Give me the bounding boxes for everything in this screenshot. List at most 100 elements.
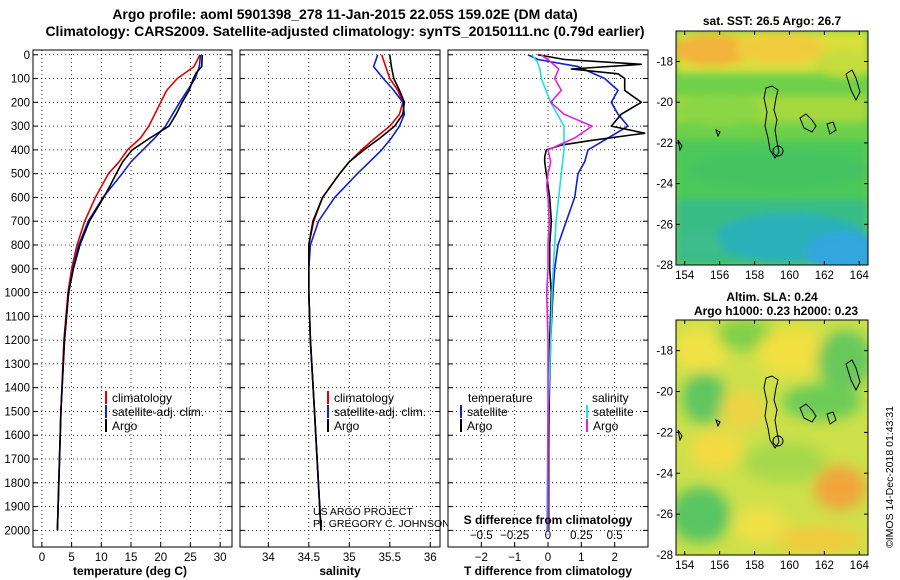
x-tick-label: 25: [184, 552, 197, 564]
salinity-axes-frame: [239, 49, 441, 548]
map-y-tick-label: -28: [656, 550, 673, 562]
s-tick-label: 0.5: [607, 530, 623, 542]
x-tick-label: 10: [95, 552, 108, 564]
y-tick-label: 500: [11, 169, 30, 181]
difference-xlabel-temperature: T difference from climatology: [464, 564, 632, 578]
legend-label-climatology: climatology: [334, 391, 394, 405]
map-x-tick-label: 156: [710, 270, 729, 282]
temperature-xlabel: temperature (deg C): [73, 564, 187, 578]
x-tick-label: 35.5: [379, 552, 401, 564]
legend-label-t-satellite: satellite: [467, 405, 508, 419]
x-tick-label: 15: [125, 552, 138, 564]
s-tick-label: 0.25: [570, 530, 592, 542]
series-line-argo: [307, 54, 406, 531]
imos-watermark: ©IMOS 14-Dec-2018 01:43:31: [884, 406, 896, 548]
difference-xlabel-salinity: S difference from climatology: [464, 513, 633, 527]
x-tick-label: −2: [475, 552, 488, 564]
series-line-t-argo: [537, 54, 646, 531]
y-tick-label: 1900: [4, 502, 30, 514]
map-x-tick-label: 164: [850, 270, 870, 282]
credit-pi: PI: GREGORY C. JOHNSON: [313, 518, 450, 530]
legend-label-s-satellite: satellite: [593, 405, 634, 419]
y-tick-label: 1300: [4, 359, 30, 371]
map-x-tick-label: 160: [780, 560, 799, 572]
legend-label-t-argo: Argo: [467, 419, 493, 433]
sla-map-title1: Altim. SLA: 0.24: [726, 290, 818, 304]
y-tick-label: 1500: [4, 406, 30, 418]
y-tick-label: 300: [11, 121, 30, 133]
map-y-tick-label: -22: [656, 138, 673, 150]
map-y-tick-label: -18: [656, 57, 673, 69]
map-x-tick-label: 162: [815, 560, 834, 572]
figure-title-line1: Argo profile: aoml 5901398_278 11-Jan-20…: [112, 6, 577, 22]
series-line-t-satellite: [527, 54, 629, 531]
map-y-tick-label: -28: [656, 260, 673, 272]
legend-label-argo: Argo: [112, 419, 138, 433]
temperature-legend: climatology satellite-adj. clim. Argo: [105, 391, 204, 433]
coastline-new-caledonia-sla: [677, 359, 861, 449]
difference-legend-salinity: salinity satellite Argo: [586, 391, 634, 433]
x-tick-label: 0: [545, 552, 551, 564]
x-tick-label: 34: [262, 552, 275, 564]
sla-map-field: [676, 320, 868, 555]
legend-title-salinity: salinity: [592, 391, 629, 405]
map-y-tick-label: -24: [656, 179, 673, 191]
series-line-s-argo: [540, 54, 593, 531]
legend-title-temperature: temperature: [468, 391, 533, 405]
legend-label-argo: Argo: [334, 419, 360, 433]
legend-label-climatology: climatology: [112, 391, 172, 405]
x-tick-label: 0: [39, 552, 45, 564]
x-tick-label: 34.5: [298, 552, 320, 564]
y-tick-label: 600: [11, 192, 30, 204]
y-tick-label: 900: [11, 264, 30, 276]
series-line-s-satellite: [531, 54, 565, 531]
map-x-tick-label: 154: [675, 270, 695, 282]
x-tick-label: 2: [611, 552, 617, 564]
x-tick-label: 1: [578, 552, 584, 564]
y-tick-label: 200: [11, 97, 30, 109]
map-x-tick-label: 160: [780, 270, 799, 282]
sla-map: Altim. SLA: 0.24 Argo h1000: 0.23 h2000:…: [656, 290, 870, 572]
sst-map-title: sat. SST: 26.5 Argo: 26.7: [703, 14, 842, 28]
sla-map-frame: [675, 319, 869, 556]
argo-position-marker: [772, 145, 784, 157]
temperature-panel: 0 5 10 15 20 25 300100200300400500600700800900…: [4, 49, 233, 578]
salinity-xlabel: salinity: [319, 564, 361, 578]
map-y-tick-label: -22: [656, 427, 673, 439]
x-tick-label: 36: [424, 552, 437, 564]
sst-map: sat. SST: 26.5 Argo: 26.7: [656, 14, 870, 282]
s-tick-label: −0.25: [500, 530, 529, 542]
difference-panel: −2 −1 0 1 2 −0.5 −0.25 0 0.25 0.5 temperature sat…: [447, 49, 649, 578]
legend-label-satellite: satellite-adj. clim.: [334, 405, 426, 419]
map-x-tick-label: 164: [850, 560, 870, 572]
difference-legend-temperature: temperature satellite Argo: [460, 391, 533, 433]
map-y-tick-label: -24: [656, 468, 673, 480]
temperature-axes-frame: [32, 49, 233, 548]
credit-project: US ARGO PROJECT: [313, 506, 413, 518]
y-tick-label: 1800: [4, 478, 30, 490]
figure-title-line2: Climatology: CARS2009. Satellite-adjuste…: [45, 23, 644, 39]
map-y-tick-label: -20: [656, 97, 673, 109]
sst-map-field: [676, 31, 868, 265]
map-x-tick-label: 158: [745, 270, 764, 282]
x-tick-label: 5: [68, 552, 74, 564]
salinity-legend: climatology satellite-adj. clim. Argo: [327, 391, 426, 433]
legend-label-satellite: satellite-adj. clim.: [112, 405, 204, 419]
map-y-tick-label: -18: [656, 346, 673, 358]
map-x-tick-label: 154: [675, 560, 695, 572]
y-tick-label: 1000: [4, 288, 30, 300]
argo-position-marker: [772, 435, 784, 447]
y-tick-label: 400: [11, 145, 30, 157]
y-tick-label: 800: [11, 240, 30, 252]
y-tick-label: 1100: [5, 311, 30, 323]
map-x-tick-label: 162: [815, 270, 834, 282]
map-y-tick-label: -26: [656, 219, 673, 231]
map-x-tick-label: 158: [745, 560, 764, 572]
x-tick-label: 20: [154, 552, 167, 564]
y-tick-label: 1700: [4, 454, 30, 466]
x-tick-label: 30: [214, 552, 227, 564]
y-tick-label: 1400: [4, 383, 30, 395]
map-y-tick-label: -20: [656, 387, 673, 399]
s-tick-label: −0.5: [470, 530, 493, 542]
